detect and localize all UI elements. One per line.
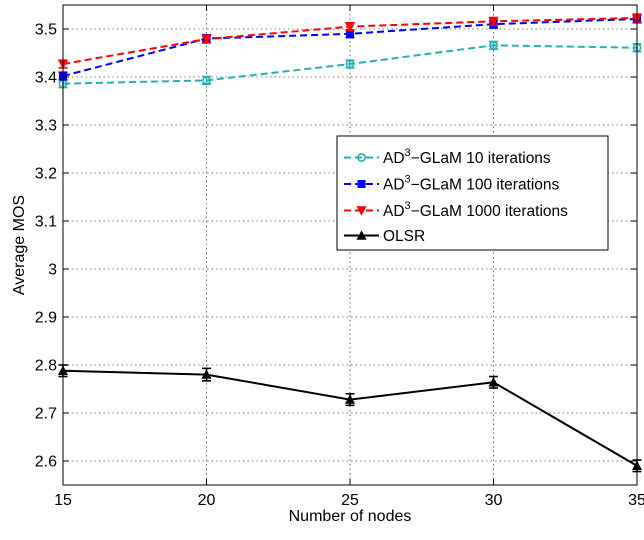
legend-label-base: AD — [383, 177, 405, 194]
data-point — [344, 22, 356, 32]
series-layer — [57, 13, 643, 473]
x-tick-label: 25 — [341, 492, 359, 509]
legend-label-rest: −GLaM 1000 iterations — [411, 203, 568, 220]
x-axis-label: Number of nodes — [289, 508, 412, 525]
legend-label-base: AD — [383, 203, 405, 220]
y-tick-label: 3.2 — [35, 166, 57, 183]
data-point — [489, 40, 498, 50]
legend-marker — [356, 230, 367, 240]
legend-label: AD3−GLaM 100 iterations — [383, 174, 560, 194]
data-point — [488, 377, 499, 387]
y-tick-label: 2.8 — [35, 358, 57, 375]
legend-label-superscript: 3 — [405, 147, 411, 159]
y-tick-label: 2.7 — [35, 406, 57, 423]
data-point — [344, 394, 356, 404]
data-point — [202, 75, 211, 85]
x-tick-label: 15 — [54, 492, 72, 509]
legend-label: AD3−GLaM 1000 iterations — [383, 200, 568, 220]
data-point — [201, 369, 212, 379]
legend-label-superscript: 3 — [405, 174, 411, 186]
y-tick-label: 3.5 — [35, 22, 57, 39]
data-point — [488, 17, 499, 27]
legend-label-base: OLSR — [383, 228, 425, 245]
y-tick-label: 2.6 — [35, 454, 57, 471]
x-tick-label: 35 — [628, 492, 644, 509]
y-tick-label: 3.3 — [35, 118, 57, 135]
series-1 — [58, 40, 642, 89]
y-tick-label: 3.1 — [35, 214, 57, 231]
x-tick-label: 30 — [485, 492, 503, 509]
legend-box — [336, 135, 609, 251]
legend-marker — [357, 153, 366, 162]
data-point — [345, 59, 355, 69]
legend-marker — [356, 206, 367, 216]
legend-label-base: AD — [383, 150, 405, 167]
legend-marker — [357, 180, 366, 188]
legend-label: OLSR — [383, 228, 425, 245]
legend-label-rest: −GLaM 100 iterations — [411, 177, 560, 194]
y-tick-label: 3.4 — [35, 70, 57, 87]
legend-label-superscript: 3 — [405, 200, 411, 212]
data-point — [201, 34, 212, 45]
y-tick-label: 3 — [48, 262, 57, 279]
legend-label-rest: −GLaM 10 iterations — [411, 150, 551, 167]
x-tick-label: 20 — [198, 492, 216, 509]
y-axis-label: Average MOS — [11, 195, 28, 295]
legend-label: AD3−GLaM 10 iterations — [383, 147, 551, 167]
y-tick-label: 2.9 — [35, 310, 57, 327]
ticks: 15 20 25 30 35 2.6 2.7 2.8 2.9 3 3.1 3.2 3.3 3.4 3.5 — [35, 5, 644, 509]
